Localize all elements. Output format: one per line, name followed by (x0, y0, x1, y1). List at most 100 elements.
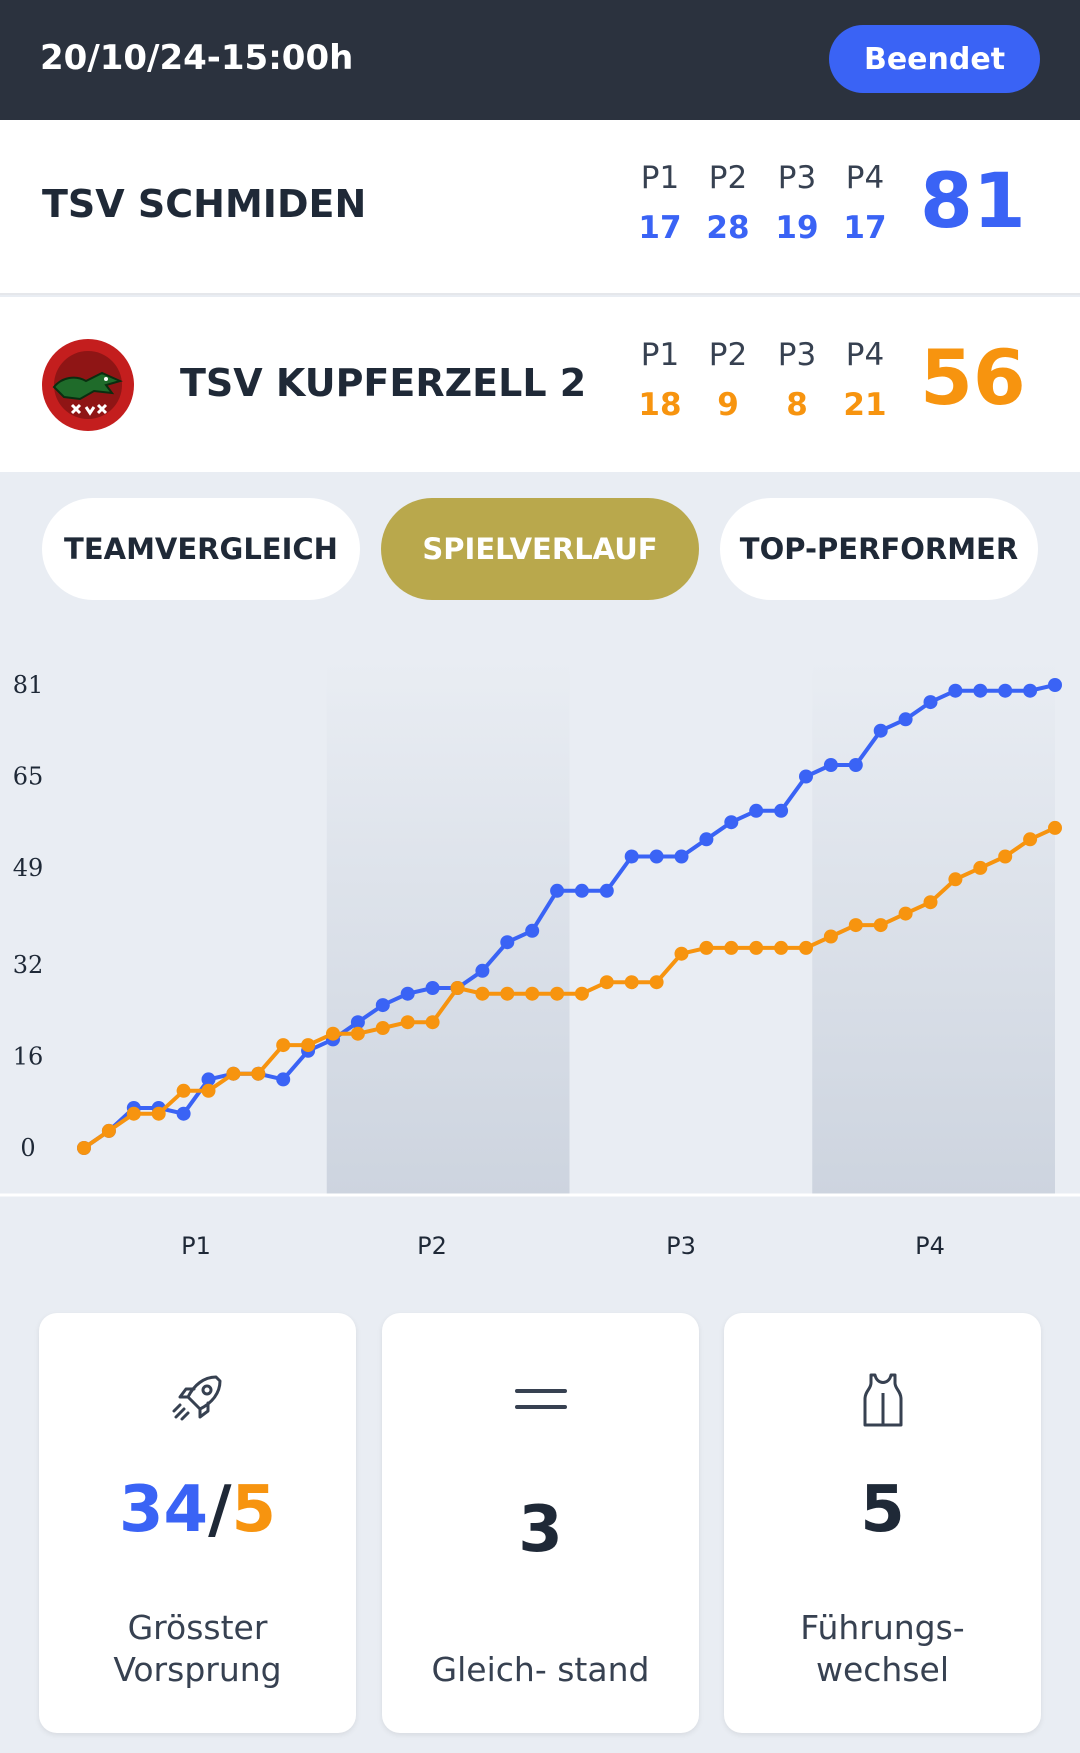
tab-top-performer[interactable]: TOP-PERFORMER (720, 498, 1038, 600)
y-tick-label: 0 (20, 1134, 35, 1162)
data-point-away (948, 872, 963, 887)
biggest-lead-separator: / (208, 1473, 232, 1547)
stat-card-lead-changes: 5 Führungs- wechsel (724, 1313, 1041, 1733)
period-score: 8 (786, 387, 808, 423)
data-point-away (774, 940, 789, 955)
data-point-away (674, 946, 689, 961)
y-tick-label: 16 (13, 1043, 44, 1071)
biggest-lead-label: Grösster Vorsprung (113, 1608, 282, 1689)
y-tick-label: 49 (13, 854, 44, 882)
data-point-away (574, 986, 589, 1001)
data-point-away (301, 1038, 316, 1053)
data-point-home (176, 1106, 191, 1121)
data-point-home (400, 986, 415, 1001)
data-point-away (101, 1123, 116, 1138)
data-point-home (699, 832, 714, 847)
data-point-home (923, 695, 938, 710)
period-label: P1 (640, 337, 680, 373)
data-point-home (873, 723, 888, 738)
period-label: P4 (845, 337, 885, 373)
data-point-home (749, 803, 764, 818)
period-label: P1 (640, 160, 680, 196)
period-label: P2 (708, 160, 748, 196)
jersey-icon (863, 1373, 902, 1427)
data-point-away (450, 981, 465, 995)
data-point-away (998, 849, 1013, 864)
data-point-away (848, 918, 863, 933)
data-point-away (799, 940, 813, 955)
period-score: 17 (638, 210, 682, 246)
game-date: 20/10/24-15:00h (40, 38, 354, 78)
total-score-home: 81 (920, 156, 1026, 245)
data-point-away (724, 940, 739, 955)
data-point-home (848, 758, 863, 772)
data-point-home (823, 758, 838, 772)
data-point-away (425, 1015, 440, 1030)
stats-cards: 34/5 Grösster Vorsprung 3 Gleich- stand … (0, 1313, 1080, 1733)
x-category-label: P4 (915, 1232, 945, 1260)
status-button[interactable]: Beendet (829, 25, 1040, 93)
lead-changes-value: 5 (860, 1473, 905, 1547)
game-progress-chart: 81 65 49 32 16 0 P1 P2 P3 P4 (0, 660, 1080, 1260)
series-line-away (82, 826, 1056, 1150)
period-scores-home: P1 17 P2 28 P3 19 P4 17 (625, 160, 905, 250)
data-point-home (375, 998, 390, 1013)
data-point-home (799, 769, 813, 784)
x-category-label: P3 (666, 1232, 696, 1260)
x-category-label: P1 (181, 1232, 211, 1260)
data-point-home (201, 1072, 216, 1087)
data-point-away (400, 1015, 415, 1030)
y-tick-label: 32 (13, 951, 44, 979)
data-point-away (176, 1083, 191, 1098)
data-point-home (774, 803, 789, 818)
ties-label: Gleich- stand (431, 1650, 650, 1689)
biggest-lead-away: 5 (231, 1473, 276, 1547)
game-header: 20/10/24-15:00h Beendet (0, 0, 1080, 120)
data-point-home (574, 883, 589, 898)
ties-value: 3 (518, 1493, 563, 1567)
period-score: 18 (638, 387, 682, 423)
data-point-home (624, 849, 639, 864)
tab-bar: TEAMVERGLEICH SPIELVERLAUF TOP-PERFORMER (0, 498, 1080, 600)
team-name-home: TSV SCHMIDEN (42, 182, 367, 226)
data-point-away (475, 986, 490, 1001)
data-point-home (724, 815, 739, 830)
data-point-away (973, 860, 988, 875)
data-point-home (973, 683, 988, 698)
data-point-home (898, 712, 913, 727)
lead-changes-label: Führungs- wechsel (800, 1608, 965, 1689)
data-point-away (898, 906, 913, 921)
tab-teamvergleich[interactable]: TEAMVERGLEICH (42, 498, 360, 600)
data-point-away (525, 986, 540, 1001)
team-row-away: TSV KUPFERZELL 2 P1 18 P2 9 P3 8 P4 21 56 (0, 297, 1080, 472)
stat-card-biggest-lead: 34/5 Grösster Vorsprung (39, 1313, 356, 1733)
data-point-away (873, 918, 888, 933)
data-point-home (350, 1015, 365, 1030)
period-score: 19 (775, 210, 819, 246)
team-name-away: TSV KUPFERZELL 2 (180, 361, 587, 405)
data-point-away (699, 940, 714, 955)
data-point-home (599, 883, 614, 898)
data-point-away (599, 975, 614, 990)
period-score: 21 (843, 387, 887, 423)
tab-spielverlauf[interactable]: SPIELVERLAUF (381, 498, 699, 600)
team-row-home: TSV SCHMIDEN P1 17 P2 28 P3 19 P4 17 81 (0, 120, 1080, 295)
data-point-away (251, 1066, 266, 1081)
data-point-away (500, 986, 515, 1001)
rocket-icon (172, 1375, 221, 1421)
data-point-home (425, 981, 440, 995)
data-point-away (550, 986, 565, 1001)
data-point-away (126, 1106, 141, 1121)
data-point-home (500, 935, 515, 950)
period-label: P3 (777, 160, 817, 196)
data-point-away (1048, 820, 1062, 835)
y-tick-label: 65 (13, 762, 44, 790)
data-point-away (1023, 832, 1038, 847)
period-score: 17 (843, 210, 887, 246)
period-score: 9 (717, 387, 739, 423)
data-point-home (948, 683, 963, 698)
data-point-away (226, 1066, 241, 1081)
data-point-home (475, 963, 490, 978)
data-point-away (350, 1026, 365, 1041)
data-point-away (649, 975, 664, 990)
